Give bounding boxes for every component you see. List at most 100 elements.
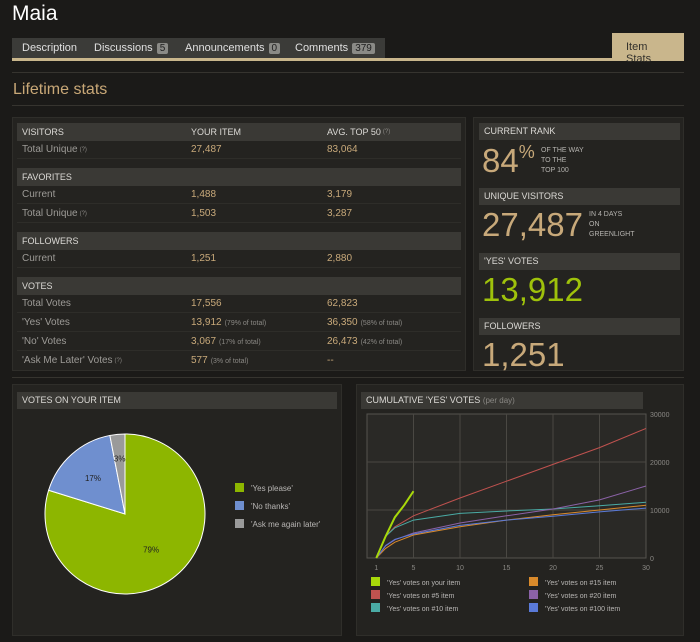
your-value-text: 3,067 [191,336,217,347]
avg-value: -- [327,355,334,366]
your-value-text: 13,912 [191,317,222,328]
x-tick-label: 25 [596,565,604,572]
header-avg-label: AVG. TOP 50 [327,127,381,137]
avg-value: 2,880 [327,253,353,264]
percent-note: (79% of total) [224,320,267,327]
help-icon[interactable]: (?) [79,211,87,217]
your-value: 577 (3% of total) [191,352,248,371]
tab-bar: Description Discussions 5 Announcements 0 … [12,33,684,65]
header-label: FOLLOWERS [22,236,79,246]
your-value: 13,912 (79% of total) [191,314,266,333]
visitors-note: IN 4 DAYS ON GREENLIGHT [589,210,635,240]
legend-swatch [529,603,538,612]
tab-label: Discussions [94,42,153,54]
pie-slice-label: 79% [143,545,159,554]
help-icon[interactable]: (?) [382,129,391,135]
help-icon[interactable]: (?) [79,147,87,153]
tab-label: Item Stats [626,41,652,65]
unique-visitors-header: UNIQUE VISITORS [479,188,680,205]
y-tick-label: 10000 [650,508,670,515]
series-line [375,507,647,559]
table-header-favorites: FAVORITES [17,168,461,186]
row-label-text: Total Unique [22,208,78,219]
legend-swatch [371,590,380,599]
x-tick-label: 15 [503,565,511,572]
table-row: Total Unique (?) 1,503 3,287 [17,205,461,223]
series-line [375,504,647,559]
tab-item-stats[interactable]: Item Stats [612,33,684,65]
row-label: Current [22,189,56,200]
header-label: FAVORITES [22,172,72,182]
table-row: Current 1,488 3,179 [17,186,461,204]
rank-unit: % [518,142,535,162]
cumulative-votes-panel: CUMULATIVE 'YES' VOTES (per day) 1 5 10 15 2… [356,384,684,636]
table-row: 'No' Votes 3,067 (17% of total) 26,473 (42… [17,333,461,351]
header-label: VISITORS [22,127,64,137]
legend-label: 'Ask me again later' [251,520,321,529]
legend-swatch [371,603,380,612]
pie-slice [47,434,126,515]
tab-comments[interactable]: Comments 379 [285,38,385,58]
percent-note: (42% of total) [360,339,403,346]
x-tick-label: 5 [412,565,416,572]
visitors-value: 27,487 [482,206,583,243]
your-value: 1,251 [191,253,217,264]
row-label: 'Ask Me Later' Votes (?) [22,352,122,370]
avg-value: 62,823 [327,298,358,309]
cumulative-title: CUMULATIVE 'YES' VOTES (per day) [361,392,643,409]
legend-label: 'Yes' votes on #20 item [545,593,616,600]
tab-discussions[interactable]: Discussions 5 [84,38,179,58]
current-rank-header: CURRENT RANK [479,123,680,140]
votes-pie-panel: VOTES ON YOUR ITEM 79% 17% 3% 'Yes please'… [12,384,342,636]
row-label: Total Unique (?) [22,205,87,223]
your-value: 1,488 [191,189,217,200]
legend-label: 'Yes please' [251,484,293,493]
stats-table: VISITORS YOUR ITEM AVG. TOP 50 (?) Total … [12,117,466,371]
page-title: Maia [12,2,58,25]
row-label: Total Unique (?) [22,141,87,159]
rank-note-line: TOP 100 [541,167,569,174]
row-label: 'Yes' Votes [22,317,70,328]
table-header-votes: VOTES [17,277,461,295]
help-icon[interactable]: (?) [114,358,122,364]
legend-label: 'Yes' votes on #10 item [387,606,458,613]
series-line [375,501,647,559]
pie-slice [109,433,126,515]
table-row: 'Ask Me Later' Votes (?) 577 (3% of total)… [17,352,461,370]
divider [12,105,684,106]
your-value: 17,556 [191,298,222,309]
tab-announcements[interactable]: Announcements 0 [175,38,291,58]
legend-swatch [235,483,244,492]
legend-swatch [371,577,380,586]
row-label-text: Total Unique [22,144,78,155]
tab-description[interactable]: Description [12,38,88,58]
row-label: 'No' Votes [22,336,67,347]
tab-label: Announcements [185,42,265,54]
y-tick-label: 30000 [650,412,670,419]
y-tick-label: 20000 [650,460,670,467]
x-tick-label: 10 [456,565,464,572]
followers-header: FOLLOWERS [479,318,680,335]
legend-label: 'Yes' votes on #100 item [545,606,620,613]
x-tick-label: 30 [642,565,650,572]
followers-value: 1,251 [482,336,565,373]
avg-value-text: 26,473 [327,336,358,347]
table-row: Total Votes 17,556 62,823 [17,295,461,313]
legend-label: 'Yes' votes on #15 item [545,580,616,587]
your-value: 3,067 (17% of total) [191,333,261,352]
pie-slice-label: 3% [114,454,126,463]
count-badge: 5 [156,43,169,54]
tab-label: Description [22,42,78,54]
header-avg-top50: AVG. TOP 50 (?) [327,123,390,141]
your-value: 1,503 [191,208,217,219]
avg-value-text: 36,350 [327,317,358,328]
pie-slice-label: 17% [85,474,101,483]
visitors-note-line: IN 4 DAYS [589,211,623,218]
rank-number: 84 [482,142,519,179]
tab-label: Comments [295,42,349,54]
legend-swatch [235,501,244,510]
rank-value: 84% [482,142,535,180]
pie-chart: 79% 17% 3% [44,433,206,595]
legend-label: 'No thanks' [251,502,291,511]
section-title: Lifetime stats [13,81,108,98]
